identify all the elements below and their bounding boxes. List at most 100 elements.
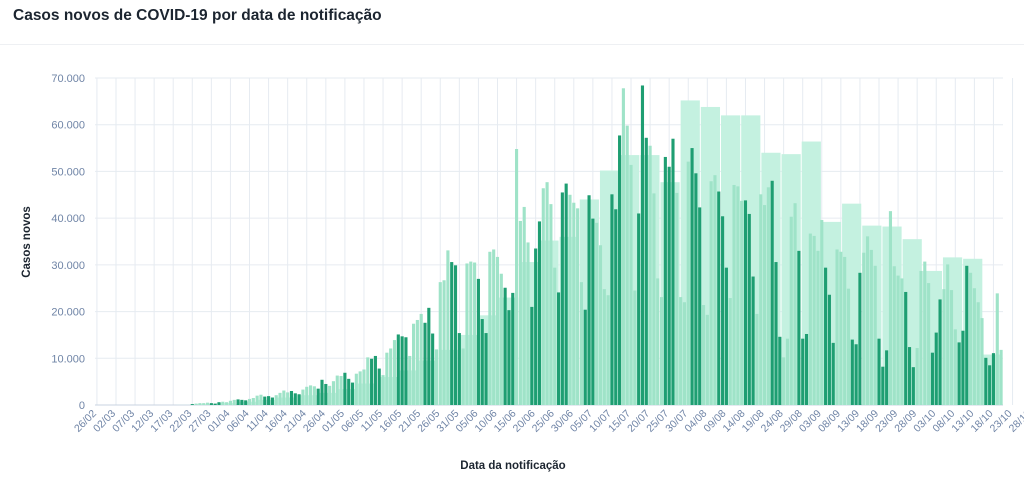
daily-bar xyxy=(270,397,274,405)
daily-bar xyxy=(572,202,576,405)
daily-bar xyxy=(812,235,816,405)
daily-bar xyxy=(717,191,721,405)
daily-bar xyxy=(927,283,931,405)
daily-bar xyxy=(392,340,397,405)
daily-bar xyxy=(732,184,736,405)
daily-bar xyxy=(347,378,351,405)
daily-bar xyxy=(530,306,534,405)
daily-bar xyxy=(652,193,656,405)
daily-bar xyxy=(515,149,519,405)
daily-bar xyxy=(701,305,706,405)
daily-bar xyxy=(400,336,404,405)
daily-bar xyxy=(377,368,381,405)
daily-bar xyxy=(488,251,492,405)
daily-bar xyxy=(667,166,671,405)
daily-bar xyxy=(583,309,587,405)
daily-bar xyxy=(293,393,297,405)
daily-bar xyxy=(907,347,912,405)
daily-bar xyxy=(804,333,809,405)
daily-bar xyxy=(774,262,778,405)
daily-bar xyxy=(541,188,545,405)
daily-bar xyxy=(751,276,755,405)
daily-bar xyxy=(728,298,732,405)
daily-bar xyxy=(576,208,580,405)
daily-bar xyxy=(335,375,339,405)
daily-bar xyxy=(412,323,416,405)
daily-bar xyxy=(694,173,698,405)
daily-bar xyxy=(217,402,221,405)
daily-bar xyxy=(762,205,767,405)
daily-bar xyxy=(507,310,511,405)
daily-bar xyxy=(308,385,313,405)
daily-bar xyxy=(564,183,568,405)
daily-bar xyxy=(240,399,244,405)
daily-bar xyxy=(743,200,748,405)
weekly-bar xyxy=(256,399,277,405)
daily-bar xyxy=(724,267,728,405)
daily-bar xyxy=(221,401,225,405)
daily-bar xyxy=(858,272,862,405)
daily-bar xyxy=(988,365,992,405)
daily-bar xyxy=(843,256,847,405)
daily-bar xyxy=(362,369,366,405)
daily-bar xyxy=(835,249,839,405)
daily-bar xyxy=(244,400,248,405)
daily-bar xyxy=(614,209,618,405)
y-tick-label: 50.000 xyxy=(51,166,85,178)
daily-bar xyxy=(621,88,625,405)
daily-bar xyxy=(316,388,320,405)
daily-bar xyxy=(495,256,500,405)
daily-bar xyxy=(663,156,667,405)
daily-bar xyxy=(328,385,332,405)
daily-bar xyxy=(511,292,515,405)
daily-bar xyxy=(568,194,572,405)
daily-bar xyxy=(721,216,725,405)
daily-bar xyxy=(705,314,709,405)
daily-bar xyxy=(656,278,660,405)
daily-bar xyxy=(198,403,202,405)
daily-bar xyxy=(453,265,458,405)
x-axis-ticks: 26/0202/0307/0312/0317/0322/0327/0301/04… xyxy=(72,408,1024,435)
daily-bar xyxy=(679,297,683,405)
daily-bar xyxy=(618,135,622,406)
weekly-bar xyxy=(196,404,216,405)
daily-bar xyxy=(759,194,763,405)
x-axis-label: Data da notificação xyxy=(460,460,565,472)
daily-bar xyxy=(957,342,961,405)
daily-bar xyxy=(534,248,538,405)
daily-bar xyxy=(339,376,343,405)
daily-bar xyxy=(801,338,805,405)
daily-bar xyxy=(873,265,877,405)
daily-bar xyxy=(553,267,557,405)
daily-bar xyxy=(267,396,271,405)
daily-bar xyxy=(396,334,400,405)
daily-bar xyxy=(770,180,774,405)
daily-bar xyxy=(869,249,873,405)
daily-bar xyxy=(740,200,744,405)
daily-bar xyxy=(808,233,812,405)
daily-bar xyxy=(301,389,305,405)
daily-bar xyxy=(896,275,900,405)
daily-bar xyxy=(556,292,561,405)
y-axis-ticks: 0 10.000 20.000 30.000 40.000 50.000 60.000 70.… xyxy=(51,73,85,412)
daily-bar xyxy=(839,251,843,405)
daily-bar xyxy=(415,319,419,405)
daily-bar xyxy=(389,348,393,405)
daily-bar xyxy=(442,280,446,405)
daily-bar xyxy=(747,213,751,405)
daily-bar xyxy=(934,332,938,405)
daily-bar xyxy=(713,175,717,405)
daily-bar xyxy=(297,394,301,405)
daily-bar xyxy=(251,397,255,405)
daily-bar xyxy=(850,339,854,405)
daily-bar xyxy=(892,266,896,405)
daily-bar xyxy=(991,353,996,405)
daily-bar xyxy=(881,366,885,405)
daily-bar xyxy=(930,352,934,405)
daily-bar xyxy=(370,358,374,405)
daily-bar xyxy=(324,383,328,405)
daily-bar xyxy=(953,329,957,405)
daily-bar xyxy=(637,213,641,405)
daily-bar xyxy=(698,207,702,405)
